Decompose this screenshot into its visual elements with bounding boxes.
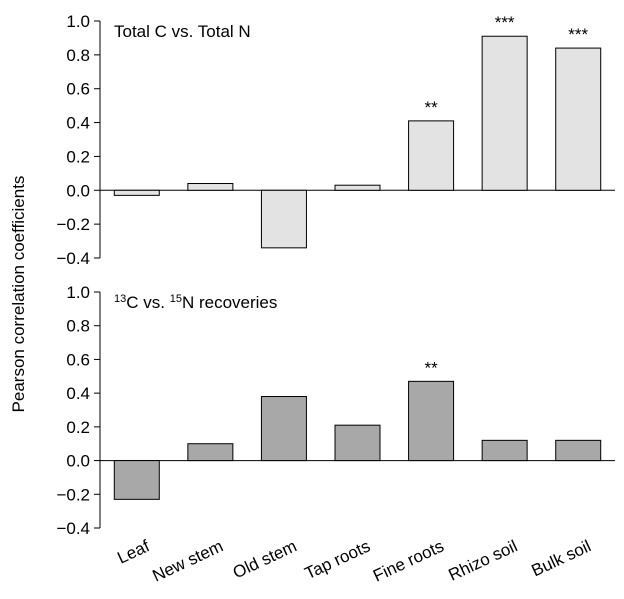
bar-fine-roots [408, 120, 455, 191]
bar-rhizo-soil [481, 35, 528, 191]
title-text: N recoveries [182, 293, 277, 312]
y-tick-label: −0.2 [56, 215, 90, 234]
significance-label: *** [568, 25, 588, 44]
y-tick-label: 0.6 [66, 350, 90, 369]
y-tick-label: −0.4 [56, 519, 90, 538]
y-tick-label: 0.0 [66, 452, 90, 471]
y-tick-label: 0.8 [66, 46, 90, 65]
bar-tap-roots [334, 424, 381, 462]
y-tick-label: 1.0 [66, 12, 90, 31]
bar-leaf [113, 460, 160, 500]
panel-title: Total C vs. Total N [114, 22, 251, 41]
significance-label: ** [424, 98, 438, 117]
category-label: Fine roots [370, 536, 447, 585]
category-label: Bulk soil [528, 536, 593, 580]
y-tick-label: 0.8 [66, 317, 90, 336]
bar-old-stem [260, 189, 307, 249]
category-label: Old stem [230, 536, 300, 582]
bar-rhizo-soil [481, 439, 528, 462]
category-label: Leaf [114, 536, 152, 567]
y-tick-label: 0.6 [66, 80, 90, 99]
panel-bottom: 1.0 0.8 0.6 0.4 0.2 0.0 −0.2 −0.4 ** 13C vs. 15N … [56, 283, 615, 538]
title-superscript: 15 [170, 293, 182, 305]
bar-new-stem [187, 443, 234, 462]
bar-bulk-soil [555, 47, 602, 191]
category-label: Rhizo soil [446, 536, 521, 584]
y-tick-label: 0.2 [66, 418, 90, 437]
significance-label: *** [495, 13, 515, 32]
bar-old-stem [260, 396, 307, 462]
y-tick-label: 0.4 [66, 114, 90, 133]
title-superscript: 13 [114, 293, 126, 305]
panel-title: 13C vs. 15N recoveries [114, 293, 277, 312]
category-label: New stem [150, 536, 227, 585]
y-tick-label: 0.0 [66, 181, 90, 200]
significance-label: ** [424, 358, 438, 377]
y-tick-label: 1.0 [66, 283, 90, 302]
category-label: Tap roots [302, 536, 373, 583]
bar-leaf [113, 189, 160, 196]
bar-bulk-soil [555, 439, 602, 462]
y-axis-title: Pearson correlation coefficients [9, 176, 28, 413]
bar-fine-roots [408, 380, 455, 462]
bar-tap-roots [334, 184, 381, 191]
panel-top: 1.00.80.60.40.20.0−0.2−0.4********Total … [56, 12, 615, 268]
y-tick-label: −0.2 [56, 485, 90, 504]
y-tick-label: 0.2 [66, 147, 90, 166]
bar-new-stem [187, 183, 234, 191]
y-tick-label: −0.4 [56, 249, 90, 268]
y-tick-label: 0.4 [66, 384, 90, 403]
title-text: C vs. [126, 293, 169, 312]
